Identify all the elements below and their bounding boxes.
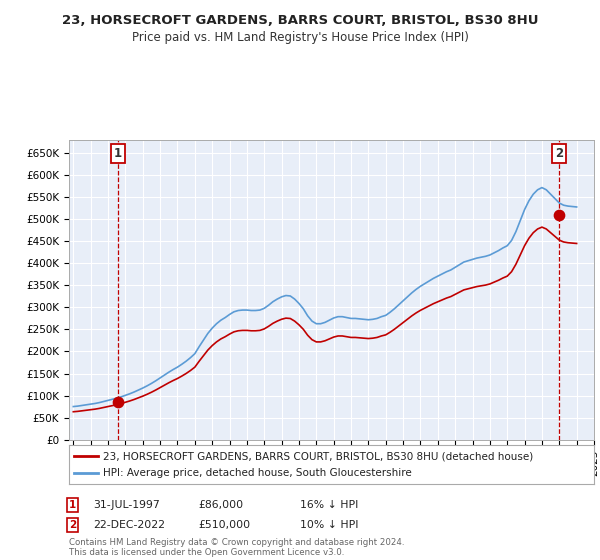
Text: Contains HM Land Registry data © Crown copyright and database right 2024.
This d: Contains HM Land Registry data © Crown c… — [69, 538, 404, 557]
Text: 31-JUL-1997: 31-JUL-1997 — [93, 500, 160, 510]
Point — [113, 397, 123, 406]
Text: Price paid vs. HM Land Registry's House Price Index (HPI): Price paid vs. HM Land Registry's House … — [131, 31, 469, 44]
Text: 1: 1 — [114, 147, 122, 160]
Text: 2: 2 — [69, 520, 76, 530]
Text: 2: 2 — [555, 147, 563, 160]
Text: £510,000: £510,000 — [198, 520, 250, 530]
Text: 1: 1 — [69, 500, 76, 510]
Text: 23, HORSECROFT GARDENS, BARRS COURT, BRISTOL, BS30 8HU (detached house): 23, HORSECROFT GARDENS, BARRS COURT, BRI… — [103, 451, 533, 461]
Text: £86,000: £86,000 — [198, 500, 243, 510]
Text: 23, HORSECROFT GARDENS, BARRS COURT, BRISTOL, BS30 8HU: 23, HORSECROFT GARDENS, BARRS COURT, BRI… — [62, 14, 538, 27]
Point — [554, 211, 564, 220]
Text: 22-DEC-2022: 22-DEC-2022 — [93, 520, 165, 530]
Text: 16% ↓ HPI: 16% ↓ HPI — [300, 500, 358, 510]
Text: HPI: Average price, detached house, South Gloucestershire: HPI: Average price, detached house, Sout… — [103, 468, 412, 478]
Text: 10% ↓ HPI: 10% ↓ HPI — [300, 520, 359, 530]
